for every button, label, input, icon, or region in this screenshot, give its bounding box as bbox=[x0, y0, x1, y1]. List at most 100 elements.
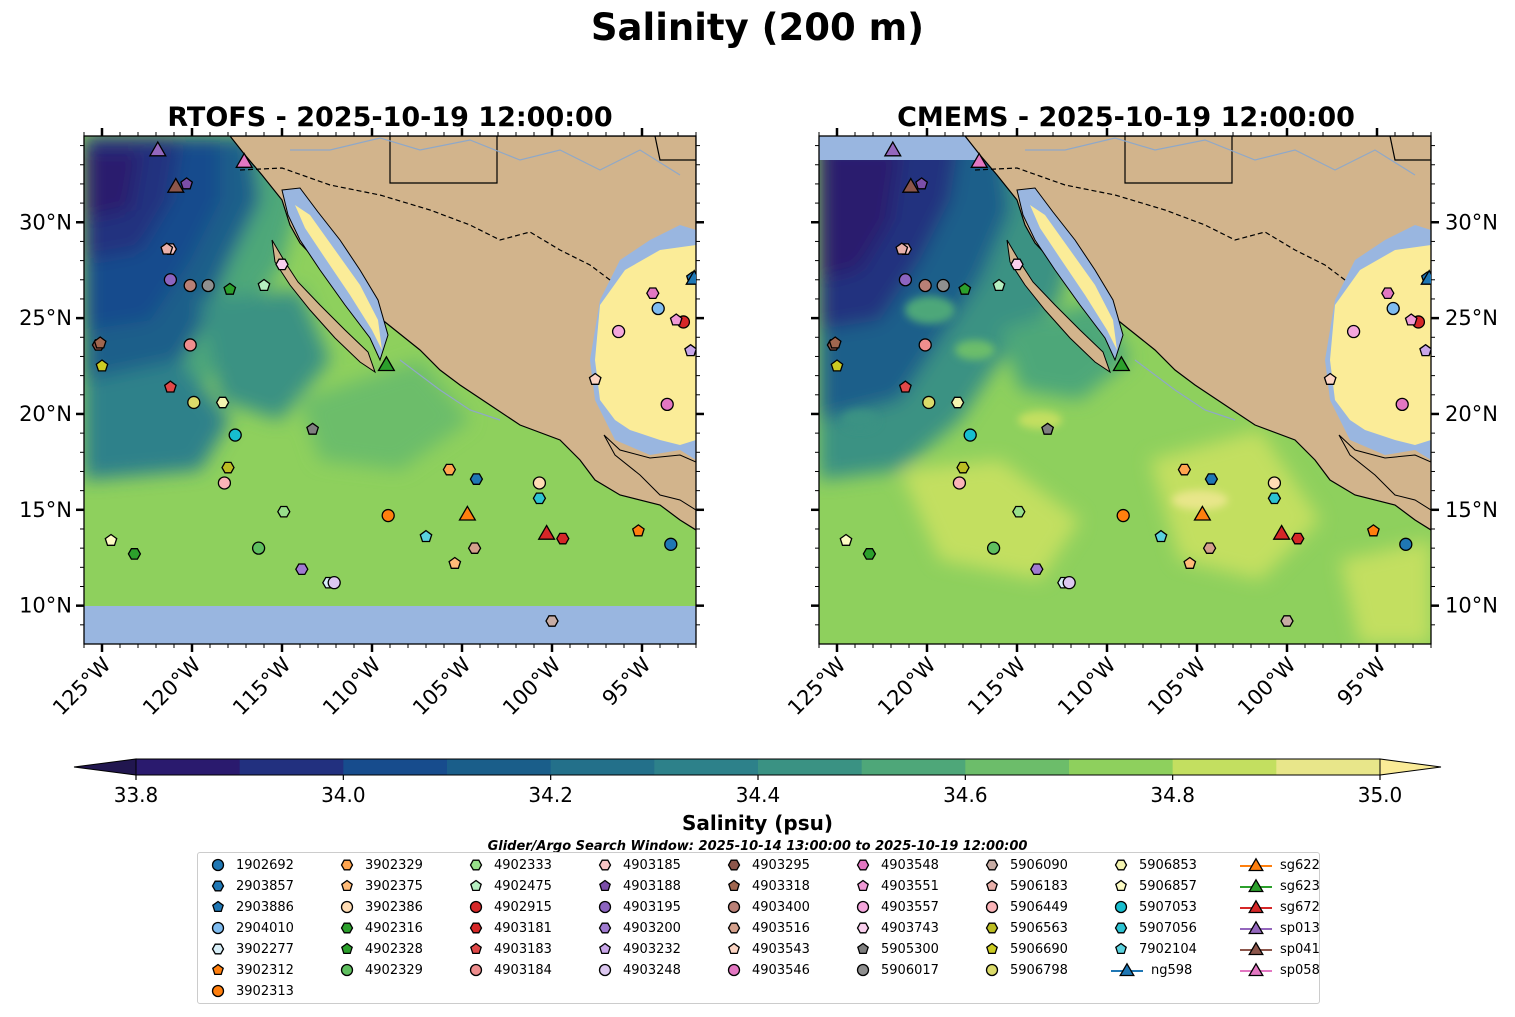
platform-marker-5906857 bbox=[839, 533, 853, 546]
legend-marker bbox=[341, 942, 353, 955]
legend-marker bbox=[470, 942, 482, 955]
lat-tick-label: 20°N bbox=[19, 402, 72, 426]
legend-label: 4902915 bbox=[494, 899, 552, 915]
platform-marker-sp041 bbox=[901, 177, 920, 193]
platform-marker-4903195 bbox=[898, 273, 913, 287]
legend-marker bbox=[728, 879, 740, 892]
eddy-features bbox=[842, 296, 1228, 510]
legend-item: sp058 bbox=[1238, 960, 1320, 980]
legend-label: 2903857 bbox=[236, 878, 294, 894]
legend-label: 4903548 bbox=[881, 857, 939, 873]
legend-marker bbox=[340, 900, 354, 914]
legend-item: 4903318 bbox=[722, 876, 810, 896]
colorbar-level bbox=[1276, 759, 1381, 775]
legend-marker bbox=[1114, 859, 1128, 871]
legend-marker bbox=[599, 942, 611, 955]
legend-marker bbox=[211, 921, 225, 935]
platform-marker-4903551 bbox=[1404, 313, 1418, 326]
lon-tick-label: 95°W bbox=[1333, 652, 1391, 710]
legend-item: 4903516 bbox=[722, 918, 810, 938]
platform-marker-4903400 bbox=[918, 278, 932, 293]
colorbar-level bbox=[447, 759, 552, 775]
platform-marker-3902313 bbox=[381, 508, 395, 523]
legend-item: 5907056 bbox=[1109, 918, 1197, 938]
legend-item: 4902316 bbox=[335, 918, 423, 938]
legend-label: 4903400 bbox=[752, 899, 810, 915]
lon-tick-label: 125°W bbox=[783, 652, 851, 720]
platform-marker-4903200 bbox=[1030, 563, 1044, 576]
legend-label: 4903743 bbox=[881, 920, 939, 936]
platform-marker-4903195 bbox=[163, 273, 178, 287]
platform-marker-4902316 bbox=[862, 548, 877, 560]
legend-label: sg623 bbox=[1280, 878, 1320, 894]
platform-marker-2904010 bbox=[1386, 301, 1400, 316]
legend-item: 2904010 bbox=[206, 918, 294, 938]
legend-swatch bbox=[727, 859, 741, 871]
legend-swatch bbox=[340, 922, 354, 934]
platform-marker-4903248 bbox=[1062, 576, 1076, 590]
legend-swatch bbox=[1115, 942, 1127, 955]
cmems-title: CMEMS - 2025-10-19 12:00:00 bbox=[897, 102, 1355, 133]
legend-swatch bbox=[727, 900, 741, 914]
legend-swatch bbox=[340, 900, 354, 914]
legend-swatch bbox=[985, 963, 999, 977]
platform-marker-4903248 bbox=[327, 576, 341, 590]
legend-label: sg672 bbox=[1280, 899, 1320, 915]
platform-marker-5906563 bbox=[221, 461, 235, 474]
platform-marker-4903200 bbox=[295, 563, 309, 576]
legend-item: 7902104 bbox=[1109, 939, 1197, 959]
platform-marker-4903543 bbox=[1323, 372, 1337, 385]
legend-item: 5905300 bbox=[851, 939, 939, 959]
platform-marker-5906183 bbox=[895, 242, 909, 255]
legend-marker bbox=[856, 859, 870, 871]
lat-tick-label: 30°N bbox=[19, 210, 72, 234]
legend-label: 3902313 bbox=[236, 983, 294, 999]
lon-tick-label: 110°W bbox=[318, 652, 386, 720]
legend-item: 4903183 bbox=[464, 939, 552, 959]
legend-swatch bbox=[1240, 941, 1272, 956]
legend-swatch bbox=[211, 880, 225, 892]
legend-label: 3902329 bbox=[365, 857, 423, 873]
platform-marker-sp013 bbox=[883, 140, 902, 157]
legend-label: 4903546 bbox=[752, 962, 810, 978]
legend-swatch bbox=[469, 859, 483, 871]
platform-marker-7902104 bbox=[1154, 529, 1168, 543]
lat-tick-label: 20°N bbox=[1445, 402, 1498, 426]
colorbar-level bbox=[965, 759, 1070, 775]
legend-item: 4903248 bbox=[593, 960, 681, 980]
platform-marker-sp041 bbox=[166, 177, 185, 193]
lat-tick-label: 15°N bbox=[19, 498, 72, 522]
cmems-map[interactable]: CMEMS - 2025-10-19 12:00:00 bbox=[818, 102, 1432, 645]
legend-item: 3902329 bbox=[335, 855, 423, 875]
platform-marker-5907053 bbox=[963, 428, 977, 442]
legend-label: 5906857 bbox=[1139, 878, 1197, 894]
lat-tick-label: 25°N bbox=[1445, 306, 1498, 330]
legend-item: 4903232 bbox=[593, 939, 681, 959]
legend-marker bbox=[212, 900, 224, 913]
platform-marker-4903184 bbox=[183, 338, 197, 352]
colorbar-tick-label: 34.4 bbox=[736, 783, 781, 807]
legend-marker bbox=[856, 922, 870, 934]
platform-marker-4903516 bbox=[467, 542, 482, 554]
platform-marker-4902328 bbox=[958, 282, 972, 295]
platform-marker-4902333 bbox=[277, 505, 291, 518]
platform-marker-3902386 bbox=[532, 476, 547, 490]
lon-tick-label: 120°W bbox=[138, 652, 206, 720]
legend-item: 3902386 bbox=[335, 897, 423, 917]
legend-marker bbox=[1115, 879, 1127, 892]
legend-label: 4902475 bbox=[494, 878, 552, 894]
platform-marker-3902375 bbox=[1183, 556, 1197, 569]
legend-item: sg672 bbox=[1238, 897, 1320, 917]
markers-layer bbox=[91, 140, 1431, 627]
legend-item: 4903188 bbox=[593, 876, 681, 896]
legend-item: sg623 bbox=[1238, 876, 1320, 896]
legend-label: 4902328 bbox=[365, 941, 423, 957]
legend-label: 5907053 bbox=[1139, 899, 1197, 915]
legend-marker bbox=[1114, 922, 1128, 934]
platform-marker-5905300 bbox=[306, 422, 320, 435]
legend-label: 4903185 bbox=[623, 857, 681, 873]
platform-marker-5906798 bbox=[187, 395, 201, 410]
platform-marker-4903232 bbox=[1419, 343, 1431, 357]
platform-marker-5906017 bbox=[936, 278, 950, 293]
markers-right bbox=[826, 140, 1431, 627]
